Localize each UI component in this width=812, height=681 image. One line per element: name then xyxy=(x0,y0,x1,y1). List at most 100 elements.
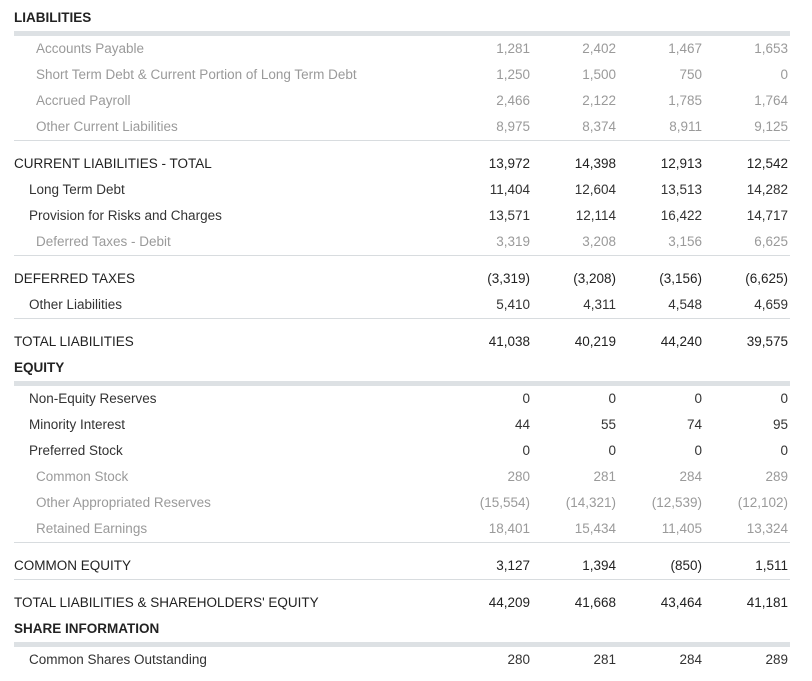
row-value: 1,653 xyxy=(754,41,788,56)
row-other-appropriated-reserves: Other Appropriated Reserves (15,554) (14… xyxy=(14,490,790,516)
row-label: Minority Interest xyxy=(29,417,126,432)
row-value: 16,422 xyxy=(660,208,702,223)
row-value: 14,282 xyxy=(746,182,788,197)
row-value: 289 xyxy=(765,652,788,667)
row-value: 0 xyxy=(522,391,530,406)
row-value: 8,911 xyxy=(669,119,702,134)
row-value: 2,402 xyxy=(582,41,616,56)
row-label: Common Shares Outstanding xyxy=(29,652,207,667)
row-value: 4,548 xyxy=(668,297,702,312)
row-value: 44 xyxy=(514,417,530,432)
row-value: 95 xyxy=(772,417,788,432)
row-value: 284 xyxy=(679,469,702,484)
row-label: Retained Earnings xyxy=(36,521,148,536)
row-value: 13,972 xyxy=(488,156,530,171)
row-preferred-stock: Preferred Stock 0 0 0 0 xyxy=(14,438,790,464)
row-value: 284 xyxy=(679,652,702,667)
row-value: 55 xyxy=(600,417,616,432)
row-short-term-debt: Short Term Debt & Current Portion of Lon… xyxy=(14,62,790,88)
row-value: 1,281 xyxy=(496,41,530,56)
row-retained-earnings: Retained Earnings 18,401 15,434 11,405 1… xyxy=(14,516,790,542)
row-value: 9,125 xyxy=(754,119,788,134)
row-value: (6,625) xyxy=(745,271,788,286)
row-value: 8,975 xyxy=(496,119,530,134)
row-value: 13,324 xyxy=(746,521,788,536)
row-value: 13,571 xyxy=(488,208,530,223)
row-value: 281 xyxy=(593,469,616,484)
row-total-liabilities: TOTAL LIABILITIES 41,038 40,219 44,240 3… xyxy=(14,329,790,355)
row-label: CURRENT LIABILITIES - TOTAL xyxy=(14,156,212,171)
row-common-equity: COMMON EQUITY 3,127 1,394 (850) 1,511 xyxy=(14,553,790,579)
row-value: 289 xyxy=(765,469,788,484)
row-value: 1,394 xyxy=(582,558,616,573)
row-value: 41,668 xyxy=(574,595,616,610)
row-other-liabilities: Other Liabilities 5,410 4,311 4,548 4,65… xyxy=(14,292,790,318)
row-value: 2,466 xyxy=(496,93,530,108)
row-label: Provision for Risks and Charges xyxy=(29,208,222,223)
row-value: 1,785 xyxy=(668,93,702,108)
row-label: Accounts Payable xyxy=(36,41,145,56)
row-value: 12,114 xyxy=(575,208,616,223)
row-value: 0 xyxy=(694,443,702,458)
row-common-stock: Common Stock 280 281 284 289 xyxy=(14,464,790,490)
row-value: 14,398 xyxy=(574,156,616,171)
row-current-liabilities-total: CURRENT LIABILITIES - TOTAL 13,972 14,39… xyxy=(14,151,790,177)
row-label: Deferred Taxes - Debit xyxy=(36,234,171,249)
row-label: Other Liabilities xyxy=(29,297,123,312)
row-divider xyxy=(14,579,790,580)
row-value: 12,913 xyxy=(660,156,702,171)
section-bar-equity xyxy=(14,381,790,386)
row-value: (3,319) xyxy=(487,271,530,286)
row-deferred-taxes-debit: Deferred Taxes - Debit 3,319 3,208 3,156… xyxy=(14,229,790,255)
row-common-shares-outstanding: Common Shares Outstanding 280 281 284 28… xyxy=(14,647,790,673)
row-value: 0 xyxy=(522,443,530,458)
row-value: (14,321) xyxy=(565,495,616,510)
row-value: 14,717 xyxy=(746,208,788,223)
row-value: 8,374 xyxy=(582,119,616,134)
section-title-equity: EQUITY xyxy=(14,360,65,375)
row-value: 11,405 xyxy=(661,521,702,536)
row-total-liabilities-shareholders-equity: TOTAL LIABILITIES & SHAREHOLDERS' EQUITY… xyxy=(14,590,790,616)
section-bar-liabilities xyxy=(14,31,790,36)
row-accrued-payroll: Accrued Payroll 2,466 2,122 1,785 1,764 xyxy=(14,88,790,114)
row-value: 3,319 xyxy=(496,234,530,249)
row-value: 15,434 xyxy=(574,521,616,536)
row-label: TOTAL LIABILITIES xyxy=(14,334,134,349)
row-label: Common Stock xyxy=(36,469,129,484)
row-value: 4,659 xyxy=(754,297,788,312)
row-label: Accrued Payroll xyxy=(36,93,131,108)
row-divider xyxy=(14,542,790,543)
row-provision-risks-charges: Provision for Risks and Charges 13,571 1… xyxy=(14,203,790,229)
row-value: 3,208 xyxy=(582,234,616,249)
row-value: 3,127 xyxy=(496,558,530,573)
section-title-share-information: SHARE INFORMATION xyxy=(14,621,160,636)
row-divider xyxy=(14,140,790,141)
row-value: 74 xyxy=(686,417,702,432)
row-value: 0 xyxy=(608,443,616,458)
row-divider xyxy=(14,318,790,319)
row-label: Preferred Stock xyxy=(29,443,123,458)
row-value: (12,539) xyxy=(651,495,702,510)
row-value: 1,250 xyxy=(496,67,530,82)
row-value: 41,038 xyxy=(488,334,530,349)
row-value: 1,764 xyxy=(754,93,788,108)
row-value: 41,181 xyxy=(746,595,788,610)
row-value: 280 xyxy=(507,469,530,484)
row-value: 1,467 xyxy=(668,41,702,56)
section-title-liabilities: LIABILITIES xyxy=(14,10,92,25)
row-label: Short Term Debt & Current Portion of Lon… xyxy=(36,67,357,82)
row-value: 750 xyxy=(679,67,702,82)
row-value: 39,575 xyxy=(746,334,788,349)
row-label: Non-Equity Reserves xyxy=(29,391,157,406)
row-value: 0 xyxy=(608,391,616,406)
row-value: 5,410 xyxy=(496,297,530,312)
row-label: TOTAL LIABILITIES & SHAREHOLDERS' EQUITY xyxy=(14,595,319,610)
row-value: 43,464 xyxy=(660,595,702,610)
row-label: Other Current Liabilities xyxy=(36,119,178,134)
row-value: 0 xyxy=(780,443,788,458)
row-label: Long Term Debt xyxy=(29,182,125,197)
row-value: 12,542 xyxy=(746,156,788,171)
row-divider xyxy=(14,255,790,256)
row-value: 280 xyxy=(507,652,530,667)
